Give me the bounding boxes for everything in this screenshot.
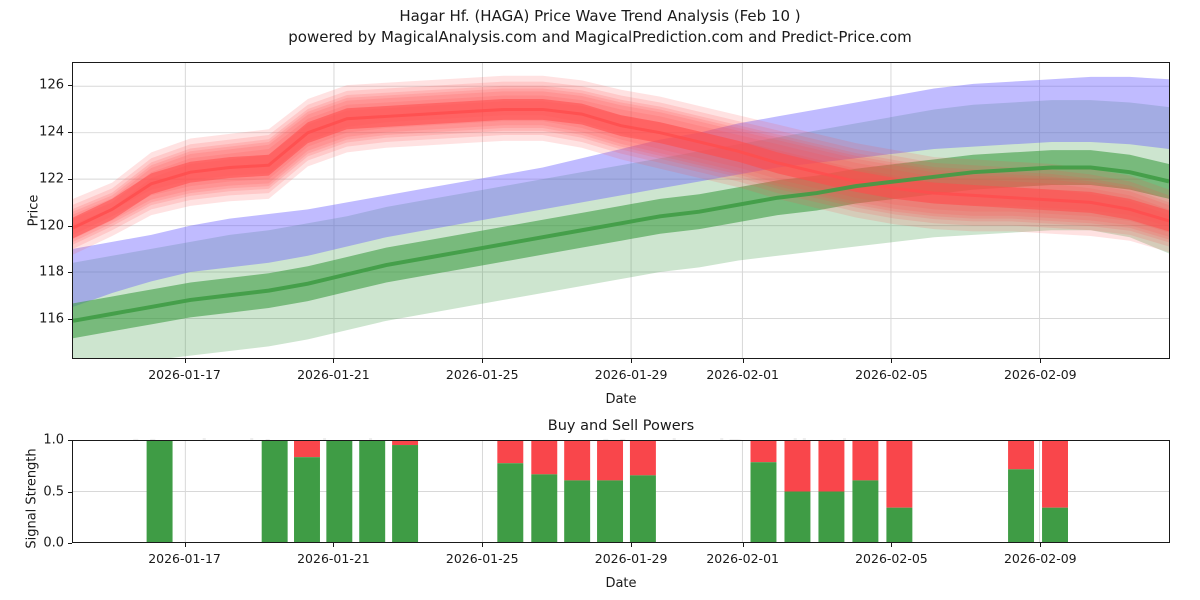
powers-ytick-label: 0.5 — [43, 484, 64, 499]
price-ytick-label: 122 — [39, 171, 64, 187]
price-wave-bands — [73, 63, 1169, 358]
page-subtitle: powered by MagicalAnalysis.com and Magic… — [288, 28, 912, 46]
price-xtick-mark — [1040, 359, 1042, 363]
powers-xtick-label: 2026-01-29 — [594, 551, 668, 566]
price-xtick-mark — [742, 359, 744, 363]
powers-ytick-mark — [68, 543, 72, 544]
powers-xtick-mark — [631, 543, 633, 547]
powers-xtick-mark — [482, 543, 484, 547]
price-ytick-mark — [68, 319, 72, 321]
powers-xtick-label: 2026-02-01 — [706, 551, 779, 566]
price-xtick-label: 2026-02-05 — [855, 367, 928, 382]
price-ytick-label: 118 — [39, 264, 64, 280]
price-ytick-label: 116 — [39, 311, 64, 327]
price-ytick-mark — [68, 178, 72, 180]
price-ytick-mark — [68, 85, 72, 87]
price-ytick-label: 126 — [39, 77, 64, 93]
powers-xtick-mark — [333, 543, 335, 547]
price-xtick-mark — [482, 359, 484, 363]
powers-chart-xlabel: Date — [605, 576, 637, 591]
powers-ytick-label: 1.0 — [43, 432, 64, 448]
price-chart-xlabel: Date — [605, 392, 637, 407]
buy-sell-bars — [73, 441, 1169, 542]
chart-title-block: Hagar Hf. (HAGA) Price Wave Trend Analys… — [0, 6, 1200, 48]
powers-xtick-mark — [891, 543, 893, 547]
powers-chart-plot-area — [72, 440, 1170, 543]
price-xtick-mark — [333, 359, 335, 363]
powers-ytick-label: 0.0 — [43, 535, 64, 551]
price-ytick-label: 120 — [39, 218, 64, 234]
powers-xtick-label: 2026-01-17 — [148, 551, 221, 566]
price-xtick-mark — [631, 359, 633, 363]
powers-xtick-mark — [742, 543, 744, 547]
powers-xtick-mark — [1040, 543, 1042, 547]
powers-xtick-label: 2026-01-25 — [445, 551, 519, 566]
price-ytick-mark — [68, 225, 72, 227]
price-xtick-mark — [184, 359, 186, 363]
price-xtick-label: 2026-01-29 — [594, 367, 668, 382]
price-xtick-label: 2026-01-17 — [148, 367, 221, 382]
powers-ytick-mark — [68, 491, 72, 493]
page-title: Hagar Hf. (HAGA) Price Wave Trend Analys… — [399, 7, 801, 25]
price-xtick-label: 2026-01-25 — [445, 367, 519, 382]
powers-xtick-label: 2026-02-05 — [855, 551, 928, 566]
price-chart-ylabel: Price — [26, 194, 42, 227]
price-xtick-label: 2026-02-01 — [706, 367, 779, 382]
price-ytick-mark — [68, 132, 72, 134]
powers-xtick-mark — [184, 543, 186, 547]
price-xtick-mark — [891, 359, 893, 363]
price-xtick-label: 2026-02-09 — [1003, 367, 1077, 382]
powers-chart-ylabel: Signal Strength — [24, 448, 40, 549]
price-ytick-label: 124 — [39, 124, 64, 140]
price-ytick-mark — [68, 272, 72, 274]
powers-xtick-label: 2026-01-21 — [297, 551, 370, 566]
price-chart-plot-area — [72, 62, 1170, 359]
powers-ytick-mark — [68, 440, 72, 441]
powers-chart-title: Buy and Sell Powers — [547, 418, 695, 434]
price-xtick-label: 2026-01-21 — [297, 367, 370, 382]
powers-xtick-label: 2026-02-09 — [1003, 551, 1077, 566]
